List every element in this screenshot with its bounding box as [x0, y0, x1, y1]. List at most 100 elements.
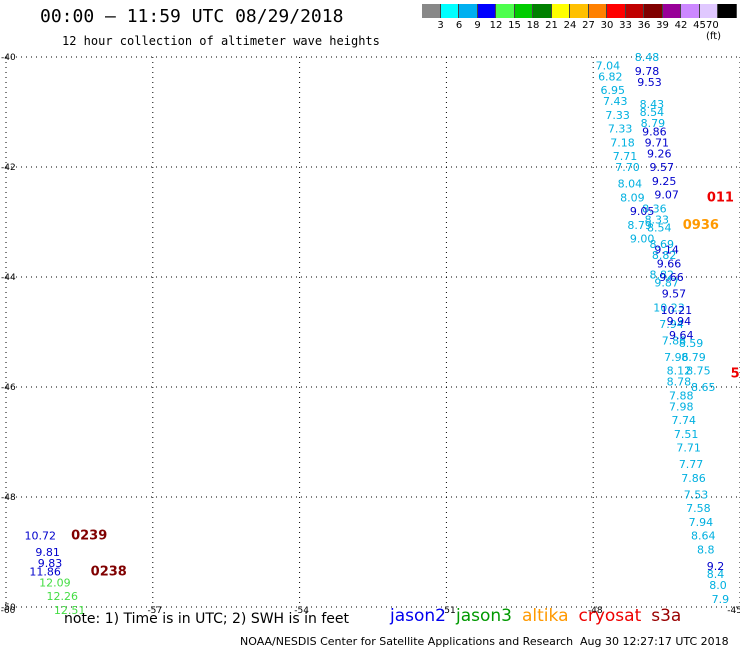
data-point-label: 9.66 [659, 271, 684, 284]
legend-swatch [681, 4, 700, 18]
data-point-label: 9.57 [649, 161, 674, 174]
page-subtitle: 12 hour collection of altimeter wave hei… [62, 34, 380, 48]
color-scale-labels: 3 6 9 12 15 18 21 24 27 30 33 36 39 42 45 70 (ft) [422, 20, 740, 42]
data-point-label: 9.25 [652, 175, 677, 188]
legend-swatch [625, 4, 644, 18]
data-point-label: 8.65 [691, 381, 716, 394]
legend-label: 36 [637, 20, 651, 31]
data-point-label: 8.8 [697, 543, 715, 556]
y-tick-label: -44 [1, 273, 16, 283]
y-tick-labels: -40 -42 -44 -46 -48 -50 [1, 53, 16, 613]
data-point-label: 7.53 [684, 488, 709, 501]
data-point-label: 8.75 [686, 365, 711, 378]
y-tick-label: -40 [1, 53, 16, 63]
data-point-label: 9.07 [654, 189, 679, 202]
y-tick-label: -48 [1, 493, 16, 503]
data-point-label: 10.23 [653, 301, 685, 314]
data-point-label: 8.48 [635, 51, 660, 64]
data-point-label: 6.95 [601, 84, 626, 97]
data-point-label: 12.09 [39, 576, 71, 589]
data-point-label: 7.86 [681, 472, 706, 485]
legend-label: 33 [619, 20, 632, 31]
x-tick-label: -60 [1, 606, 16, 616]
data-point-label: 7.51 [674, 428, 699, 441]
legend-swatch [718, 4, 737, 18]
legend-swatch [570, 4, 589, 18]
legend-label: 42 [674, 20, 688, 31]
data-point-label: 7.70 [615, 161, 640, 174]
data-point-label: 9.78 [635, 65, 660, 78]
data-point-label: 7.18 [610, 136, 635, 149]
data-point-label: 7.04 [596, 59, 621, 72]
legend-swatch [514, 4, 533, 18]
x-tick-label: -48 [588, 606, 603, 616]
legend-label: 70 (ft) [706, 20, 722, 42]
data-point-label: 7.98 [669, 400, 694, 413]
footer-timestamp: Aug 30 12:27:17 UTC 2018 [580, 635, 729, 648]
data-point-label: 9.14 [654, 244, 679, 257]
data-point-label: 8.54 [640, 106, 665, 119]
data-point-label: 011 [707, 190, 734, 205]
legend-label: 27 [582, 20, 595, 31]
data-point-label: 8.79 [641, 117, 666, 130]
y-tick-label: -50 [1, 603, 16, 613]
y-tick-label: -42 [1, 163, 16, 173]
legend-swatch [699, 4, 718, 18]
legend-swatch [533, 4, 552, 18]
data-point-label: 9.87 [654, 277, 679, 290]
legend-swatch [644, 4, 663, 18]
x-tick-label: -51 [441, 606, 456, 616]
data-point-label: 7.96 [664, 351, 689, 364]
legend-label: 18 [526, 20, 540, 31]
data-point-label: 8.78 [667, 376, 692, 389]
data-point-label: 7.33 [605, 109, 630, 122]
data-point-label: 11.86 [29, 565, 61, 578]
data-point-label: 12.51 [54, 604, 86, 617]
legend-label: 45 [693, 20, 706, 31]
legend-swatch [496, 4, 515, 18]
data-point-label: 9.66 [657, 257, 682, 270]
data-point-label: 8.64 [691, 530, 716, 543]
data-point-label: 7.74 [671, 414, 696, 427]
satellite-legend-jason3: jason3 [456, 606, 512, 626]
data-point-label: 8.0 [709, 579, 727, 592]
data-point-label: 12.26 [47, 590, 79, 603]
data-point-label: 8.59 [679, 337, 704, 350]
data-point-label: 10.21 [661, 304, 693, 317]
legend-label: 3 [437, 20, 444, 31]
data-point-label: 9.81 [35, 546, 60, 559]
legend-label: 24 [563, 20, 577, 31]
data-point-label: 0238 [91, 564, 127, 579]
data-point-label: 7.88 [662, 334, 687, 347]
legend-swatch [459, 4, 478, 18]
data-point-label: 7.94 [659, 318, 684, 331]
data-point-label: 0936 [683, 218, 719, 233]
legend-swatch [440, 4, 459, 18]
data-point-label: 7.94 [689, 516, 714, 529]
data-point-label: 7.77 [679, 458, 704, 471]
data-points: 8.487.046.826.957.437.338.438.548.797.33… [25, 51, 740, 617]
y-tick-label: -46 [1, 383, 16, 393]
data-point-label: 8.79 [627, 219, 652, 232]
data-point-label: 9.53 [637, 76, 662, 89]
data-point-label: 9.26 [647, 147, 672, 160]
color-scale-legend [422, 4, 737, 18]
data-point-label: 7.58 [686, 502, 711, 515]
data-point-label: 8.82 [652, 249, 677, 262]
x-tick-labels: -60 -57 -54 -51 -48 -45 [1, 606, 740, 616]
legend-swatch [551, 4, 570, 18]
x-tick-label: -57 [147, 606, 162, 616]
page-title: 00:00 — 11:59 UTC 08/29/2018 [40, 6, 344, 27]
satellite-legend-s3a: s3a [651, 606, 682, 626]
data-point-label: 7.33 [608, 123, 633, 136]
legend-swatch [607, 4, 626, 18]
data-point-label: 9.71 [645, 136, 670, 149]
data-point-label: 7.71 [676, 442, 701, 455]
grid-lines [5, 56, 740, 608]
data-point-label: 8.12 [667, 365, 692, 378]
data-point-label: 6.82 [598, 70, 623, 83]
satellite-legend-jason2: jason2 [390, 606, 446, 626]
data-point-label: 9.86 [642, 125, 667, 138]
data-point-label: 9.64 [669, 329, 694, 342]
